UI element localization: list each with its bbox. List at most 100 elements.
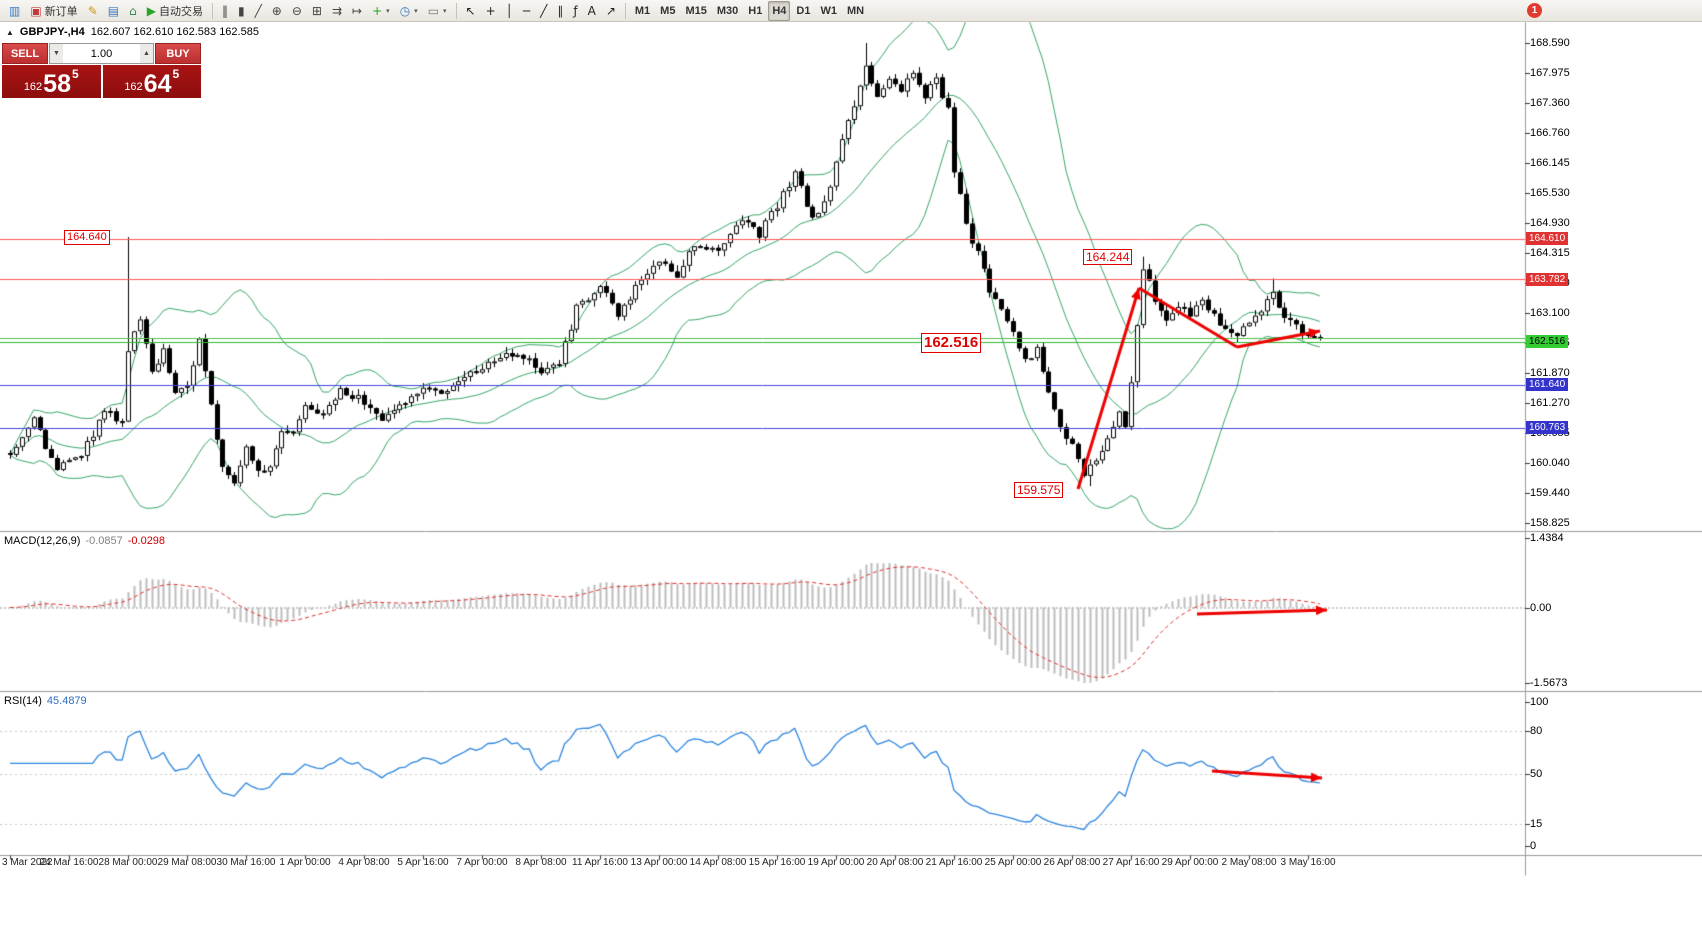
rsi-scale-tick: 0 bbox=[1530, 840, 1537, 852]
price-annotation[interactable]: 159.575 bbox=[1014, 482, 1064, 499]
chart-shift-button[interactable]: ↦ bbox=[348, 1, 366, 21]
price-line-tag[interactable]: 160.763 bbox=[1526, 421, 1569, 435]
price-annotation[interactable]: 164.244 bbox=[1083, 249, 1133, 266]
zoom-out-icon: ⊖ bbox=[291, 3, 302, 18]
time-axis-label: 3 Mar 2022 bbox=[2, 857, 53, 868]
toolbar-separator bbox=[624, 2, 626, 19]
ohlc-bars-button[interactable]: ‖ bbox=[218, 1, 232, 21]
periodicity-button[interactable]: ◷ ▾ bbox=[396, 1, 422, 21]
zoom-in-button[interactable]: ⊕ bbox=[268, 1, 286, 21]
metaeditor-button[interactable]: ✎ bbox=[84, 1, 102, 21]
time-axis-label: 29 Mar 08:00 bbox=[157, 857, 217, 868]
price-line-tag[interactable]: 163.782 bbox=[1526, 272, 1569, 286]
time-axis-label: 3 May 16:00 bbox=[1280, 857, 1336, 868]
price-scale-tick: 161.270 bbox=[1530, 396, 1570, 409]
timeframe-m1-button[interactable]: M1 bbox=[634, 4, 651, 17]
line-chart-button[interactable]: ╱ bbox=[251, 1, 266, 21]
buy-price-display[interactable]: 162 64 5 bbox=[102, 65, 201, 98]
macd-scale-tick: -1.5673 bbox=[1530, 677, 1568, 690]
dropdown-caret-icon: ▾ bbox=[414, 7, 418, 15]
timeframe-h4-button[interactable]: H4 bbox=[768, 0, 791, 21]
price-scale-tick: 166.145 bbox=[1530, 157, 1570, 170]
horizontal-line-button[interactable]: ─ bbox=[519, 1, 534, 21]
macd-scale-tick: 1.4384 bbox=[1530, 532, 1564, 545]
price-annotation[interactable]: 162.516 bbox=[921, 333, 982, 353]
crosshair-button[interactable]: + bbox=[482, 1, 500, 21]
rsi-scale-tick: 100 bbox=[1530, 696, 1549, 708]
auto-scroll-icon: ⇉ bbox=[331, 3, 343, 18]
volume-input[interactable] bbox=[63, 44, 140, 63]
time-axis-label: 4 Apr 08:00 bbox=[338, 857, 390, 868]
time-axis-label: 25 Apr 00:00 bbox=[984, 857, 1042, 868]
snapshot-button[interactable]: ▭ ▾ bbox=[424, 1, 451, 21]
time-axis-label: 19 Apr 00:00 bbox=[807, 857, 865, 868]
price-annotation[interactable]: 164.640 bbox=[64, 230, 110, 246]
volume-decrease-button[interactable]: ▼ bbox=[50, 44, 63, 63]
collapse-panel-icon[interactable]: ▲ bbox=[6, 27, 14, 37]
auto-scroll-button[interactable]: ⇉ bbox=[328, 1, 346, 21]
time-axis-label: 13 Apr 00:00 bbox=[630, 857, 688, 868]
sell-price-big: 58 bbox=[43, 70, 71, 98]
price-scale-tick: 160.040 bbox=[1530, 457, 1570, 470]
add-indicator-button[interactable]: + ▾ bbox=[368, 1, 394, 21]
macd-indicator-label: MACD(12,26,9) -0.0857 -0.0298 bbox=[4, 535, 165, 547]
autotrading-button[interactable]: ▶ 自动交易 bbox=[143, 1, 207, 21]
timeframe-m5-button[interactable]: M5 bbox=[660, 4, 676, 17]
channel-button[interactable]: ∥ bbox=[553, 1, 567, 21]
time-axis-label: 27 Apr 16:00 bbox=[1102, 857, 1160, 868]
crosshair-icon: + bbox=[485, 3, 496, 18]
trendline-button[interactable]: ╱ bbox=[536, 1, 551, 21]
text-button[interactable]: A bbox=[584, 1, 600, 21]
sell-button[interactable]: SELL bbox=[2, 43, 48, 64]
macd-name: MACD(12,26,9) bbox=[4, 535, 81, 547]
price-line-tag[interactable]: 161.640 bbox=[1526, 378, 1569, 392]
macd-scale-tick: 0.00 bbox=[1530, 601, 1552, 614]
time-axis-label: 26 Apr 08:00 bbox=[1043, 857, 1101, 868]
timeframe-d1-button[interactable]: D1 bbox=[796, 4, 811, 17]
candlestick-chart-button[interactable]: ▮ bbox=[234, 1, 249, 21]
charts-button[interactable]: ▥ bbox=[5, 1, 24, 21]
buy-button[interactable]: BUY bbox=[155, 43, 201, 64]
toolbar: ▥ ▣ 新订单 ✎ ▤ ⌂ ▶ 自动交易 ‖ ▮ ╱ ⊕ ⊖ ⊞ ⇉ ↦ + ▾ ◷ ▾ ▭ ▾ ↖ + │ ─ ╱ ∥ ƒ A ↗ M1 M5… bbox=[0, 0, 1702, 22]
price-line-tag[interactable]: 164.610 bbox=[1526, 232, 1569, 246]
cursor-button[interactable]: ↖ bbox=[462, 1, 480, 21]
cursor-icon: ↖ bbox=[465, 3, 476, 18]
price-line-tag[interactable]: 162.516 bbox=[1526, 335, 1569, 349]
price-scale-tick: 164.315 bbox=[1530, 247, 1570, 260]
timeframe-m15-button[interactable]: M15 bbox=[685, 4, 707, 17]
time-axis-label: 5 Apr 16:00 bbox=[397, 857, 449, 868]
zoom-in-icon: ⊕ bbox=[271, 3, 282, 18]
price-scale-tick: 158.825 bbox=[1530, 517, 1570, 529]
sell-price-display[interactable]: 162 58 5 bbox=[2, 65, 101, 98]
price-scale-tick: 167.975 bbox=[1530, 67, 1570, 80]
timeframe-mn-button[interactable]: MN bbox=[846, 4, 865, 17]
market-watch-button[interactable]: ▤ bbox=[104, 1, 123, 21]
timeframe-h1-button[interactable]: H1 bbox=[748, 4, 763, 17]
volume-increase-button[interactable]: ▲ bbox=[140, 44, 153, 63]
tile-windows-button[interactable]: ⊞ bbox=[308, 1, 326, 21]
time-axis-label: 30 Mar 16:00 bbox=[216, 857, 276, 868]
new-order-icon: ▣ bbox=[30, 3, 42, 18]
time-axis-label: 1 Apr 00:00 bbox=[279, 857, 331, 868]
fibonacci-button[interactable]: ƒ bbox=[569, 1, 581, 21]
price-scale-tick: 168.590 bbox=[1530, 37, 1570, 49]
arrows-button[interactable]: ↗ bbox=[602, 1, 620, 21]
time-axis-label: 20 Apr 08:00 bbox=[866, 857, 924, 868]
timeframe-w1-button[interactable]: W1 bbox=[820, 4, 837, 17]
new-order-button[interactable]: ▣ 新订单 bbox=[26, 1, 81, 21]
rsi-scale-tick: 80 bbox=[1530, 724, 1543, 737]
new-order-button-label: 新订单 bbox=[44, 5, 78, 18]
autotrading-button-label: 自动交易 bbox=[158, 5, 203, 18]
trendline-icon: ╱ bbox=[540, 3, 548, 18]
tile-windows-icon: ⊞ bbox=[311, 3, 322, 18]
time-axis-label: 21 Apr 16:00 bbox=[925, 857, 983, 868]
timeframe-m30-button[interactable]: M30 bbox=[716, 4, 739, 17]
vertical-line-button[interactable]: │ bbox=[502, 1, 517, 21]
price-scale-tick: 166.760 bbox=[1530, 126, 1570, 139]
notification-badge[interactable]: 1 bbox=[1527, 3, 1542, 18]
zoom-out-button[interactable]: ⊖ bbox=[288, 1, 306, 21]
time-axis-label: 11 Apr 16:00 bbox=[572, 857, 628, 868]
navigator-button[interactable]: ⌂ bbox=[125, 1, 141, 21]
